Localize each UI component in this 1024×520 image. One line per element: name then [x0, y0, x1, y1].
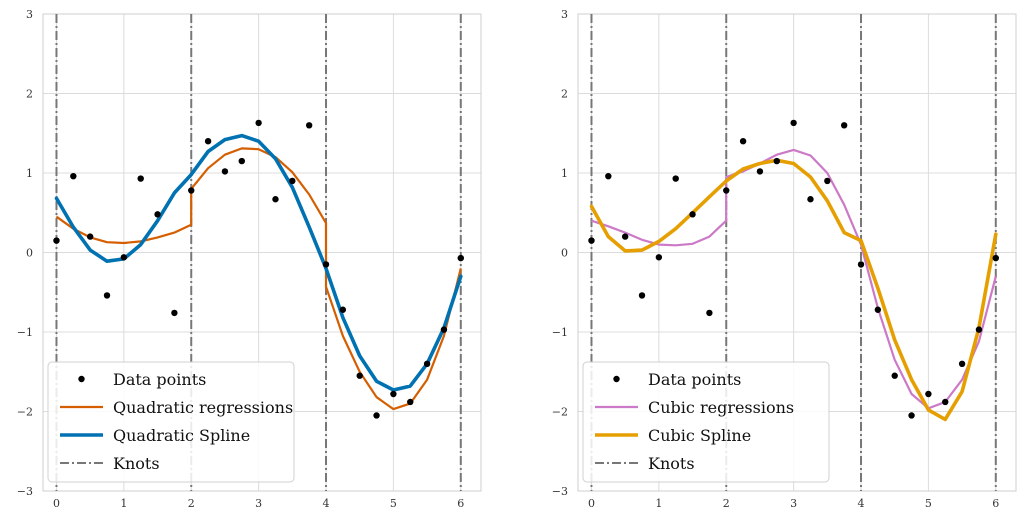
x-tick-label: 5: [925, 497, 932, 510]
legend-label: Data points: [648, 370, 741, 389]
data-point: [305, 122, 313, 129]
y-tick-label: 2: [26, 88, 33, 101]
data-point: [322, 261, 330, 268]
data-point: [672, 175, 679, 182]
data-point: [857, 261, 865, 268]
data-point: [756, 168, 764, 175]
data-point: [407, 398, 414, 406]
x-tick-label: 6: [992, 497, 999, 510]
x-tick-label: 5: [390, 497, 397, 510]
data-point: [840, 122, 848, 129]
data-point: [891, 372, 898, 379]
data-point: [638, 292, 646, 299]
y-tick-label: −2: [552, 406, 568, 419]
legend-label: Data points: [113, 370, 206, 389]
data-point: [221, 168, 229, 175]
data-point: [103, 292, 111, 299]
legend-symbol-data-points: [78, 375, 85, 383]
data-point: [238, 157, 245, 165]
data-point: [70, 172, 77, 180]
x-tick-label: 4: [858, 497, 865, 510]
data-point: [739, 138, 747, 145]
data-point: [824, 177, 831, 185]
data-point: [942, 398, 949, 406]
legend-box: [47, 361, 295, 483]
y-tick-label: 2: [561, 88, 568, 101]
y-tick-label: −3: [17, 485, 33, 498]
data-point: [773, 157, 780, 165]
y-tick-label: 1: [561, 167, 568, 180]
x-tick-label: 3: [790, 497, 797, 510]
legend-box: [582, 361, 830, 483]
data-point: [874, 306, 882, 313]
data-point: [120, 254, 128, 261]
legend-label: Quadratic regressions: [113, 398, 293, 417]
regression-line: [55, 147, 462, 411]
plot-frame: [577, 13, 1017, 492]
legend-label: Cubic Spline: [648, 426, 751, 445]
data-point: [373, 412, 380, 419]
x-tick-label: 2: [188, 497, 195, 510]
y-tick-label: −3: [552, 485, 568, 498]
data-point: [272, 196, 279, 203]
spline-line: [589, 158, 998, 422]
data-point: [356, 372, 363, 379]
data-point: [289, 177, 296, 185]
data-point: [440, 326, 448, 333]
data-point: [86, 233, 94, 240]
data-point: [188, 187, 195, 194]
right-plot-panel: 0 1 2 3 4 5 6 −3 −2 −1 0 1 2 3 Data points Cubic regres…: [552, 8, 1017, 510]
data-point: [655, 254, 663, 261]
data-point: [390, 390, 397, 398]
data-point: [689, 211, 696, 218]
data-point: [958, 360, 966, 367]
x-tick-label: 2: [723, 497, 730, 510]
legend-label: Quadratic Spline: [113, 426, 250, 445]
x-tick-label: 0: [588, 497, 595, 510]
data-point: [925, 390, 932, 398]
y-tick-label: −1: [552, 326, 568, 339]
data-point: [53, 237, 60, 244]
x-tick-label: 4: [323, 497, 330, 510]
plot-frame: [42, 13, 482, 492]
data-point: [204, 138, 212, 145]
x-tick-label: 6: [457, 497, 464, 510]
data-point: [255, 119, 262, 127]
legend-label: Knots: [648, 454, 695, 473]
data-point: [171, 309, 178, 317]
data-point: [588, 237, 595, 244]
data-point: [339, 306, 347, 313]
y-tick-label: 3: [26, 8, 33, 21]
data-point: [423, 360, 431, 367]
data-point: [457, 254, 464, 262]
x-tick-label: 1: [655, 497, 662, 510]
x-tick-label: 0: [53, 497, 60, 510]
legend-label: Cubic regressions: [648, 398, 794, 417]
y-tick-label: 0: [26, 247, 33, 260]
y-tick-label: 3: [561, 8, 568, 21]
data-point: [706, 309, 713, 317]
y-tick-label: −1: [17, 326, 33, 339]
data-point: [790, 119, 797, 127]
left-plot-panel: 0 1 2 3 4 5 6 −3 −2 −1 0 1 2 3 Data points Quadratic re…: [17, 8, 482, 510]
data-point: [723, 187, 730, 194]
data-point: [154, 211, 161, 218]
y-tick-label: 0: [561, 247, 568, 260]
data-point: [908, 412, 915, 419]
x-tick-label: 1: [120, 497, 127, 510]
data-point: [621, 233, 629, 240]
y-tick-label: 1: [26, 167, 33, 180]
data-point: [992, 254, 999, 262]
data-point: [807, 196, 814, 203]
data-point: [137, 175, 144, 182]
x-tick-label: 3: [255, 497, 262, 510]
data-point: [975, 326, 983, 333]
legend-symbol-data-points: [613, 375, 620, 383]
data-point: [605, 172, 612, 180]
y-tick-label: −2: [17, 406, 33, 419]
legend-label: Knots: [113, 454, 160, 473]
